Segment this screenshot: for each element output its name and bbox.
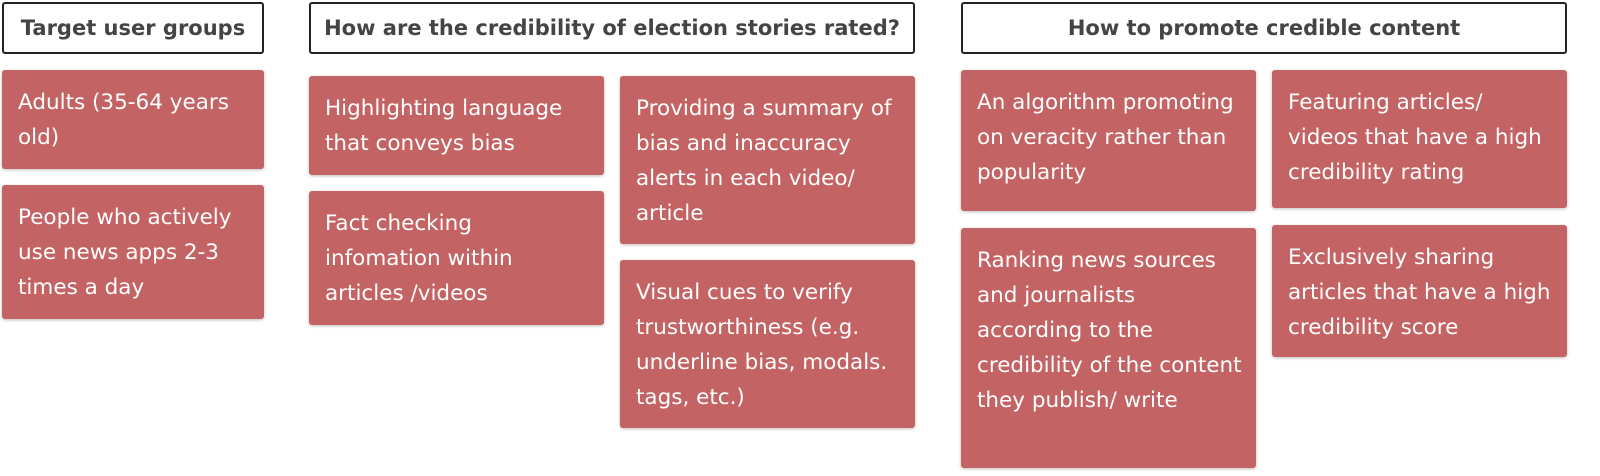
note-visual-cues[interactable]: Visual cues to verify trustworthiness (e… — [620, 260, 915, 428]
header-target-user-groups: Target user groups — [2, 2, 264, 54]
note-fact-checking[interactable]: Fact checking infomation within articles… — [309, 191, 604, 325]
note-summary-alerts[interactable]: Providing a summary of bias and inaccura… — [620, 76, 915, 244]
note-active-news-app-users[interactable]: People who actively use news apps 2-3 ti… — [2, 185, 264, 319]
note-veracity-algorithm[interactable]: An algorithm promoting on veracity rathe… — [961, 70, 1256, 211]
note-featuring-articles[interactable]: Featuring articles/ videos that have a h… — [1272, 70, 1567, 208]
header-promote-credible-content: How to promote credible content — [961, 2, 1567, 54]
note-adults[interactable]: Adults (35-64 years old) — [2, 70, 264, 169]
note-ranking-sources[interactable]: Ranking news sources and journalists acc… — [961, 228, 1256, 468]
note-exclusive-sharing[interactable]: Exclusively sharing articles that have a… — [1272, 225, 1567, 357]
note-highlighting-language[interactable]: Highlighting language that conveys bias — [309, 76, 604, 175]
header-credibility-rating: How are the credibility of election stor… — [309, 2, 915, 54]
